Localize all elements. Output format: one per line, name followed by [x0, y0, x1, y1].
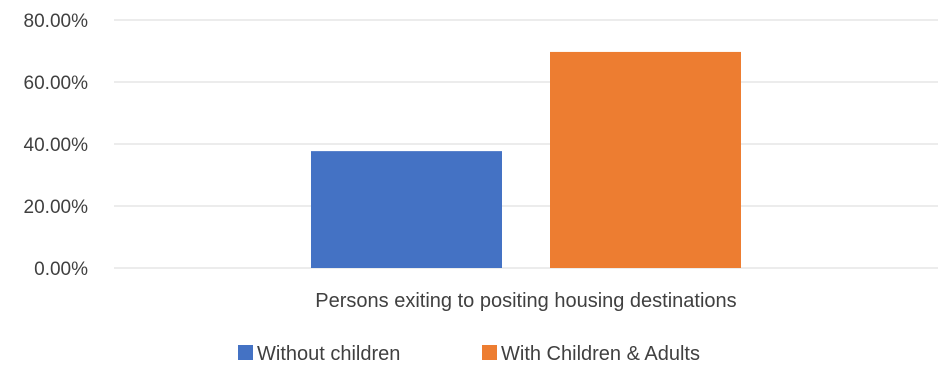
- bar-without-children: [311, 151, 502, 268]
- legend-label: With Children & Adults: [501, 343, 700, 365]
- x-category-label: Persons exiting to positing housing dest…: [315, 290, 736, 312]
- y-axis-tick-labels: 0.00% 20.00% 40.00% 60.00% 80.00%: [24, 11, 89, 280]
- y-tick-label: 0.00%: [34, 259, 88, 280]
- legend-swatch: [482, 345, 497, 360]
- legend-swatch: [238, 345, 253, 360]
- x-axis-category-labels: Persons exiting to positing housing dest…: [315, 290, 736, 312]
- y-tick-label: 60.00%: [24, 73, 89, 94]
- bars: [311, 51, 741, 269]
- y-tick-label: 80.00%: [24, 11, 89, 32]
- gridlines: [114, 19, 938, 269]
- legend: Without children With Children & Adults: [238, 343, 700, 365]
- bar-with-children-adults: [550, 51, 741, 269]
- y-tick-label: 40.00%: [24, 135, 89, 156]
- legend-label: Without children: [257, 343, 400, 365]
- y-tick-label: 20.00%: [24, 197, 89, 218]
